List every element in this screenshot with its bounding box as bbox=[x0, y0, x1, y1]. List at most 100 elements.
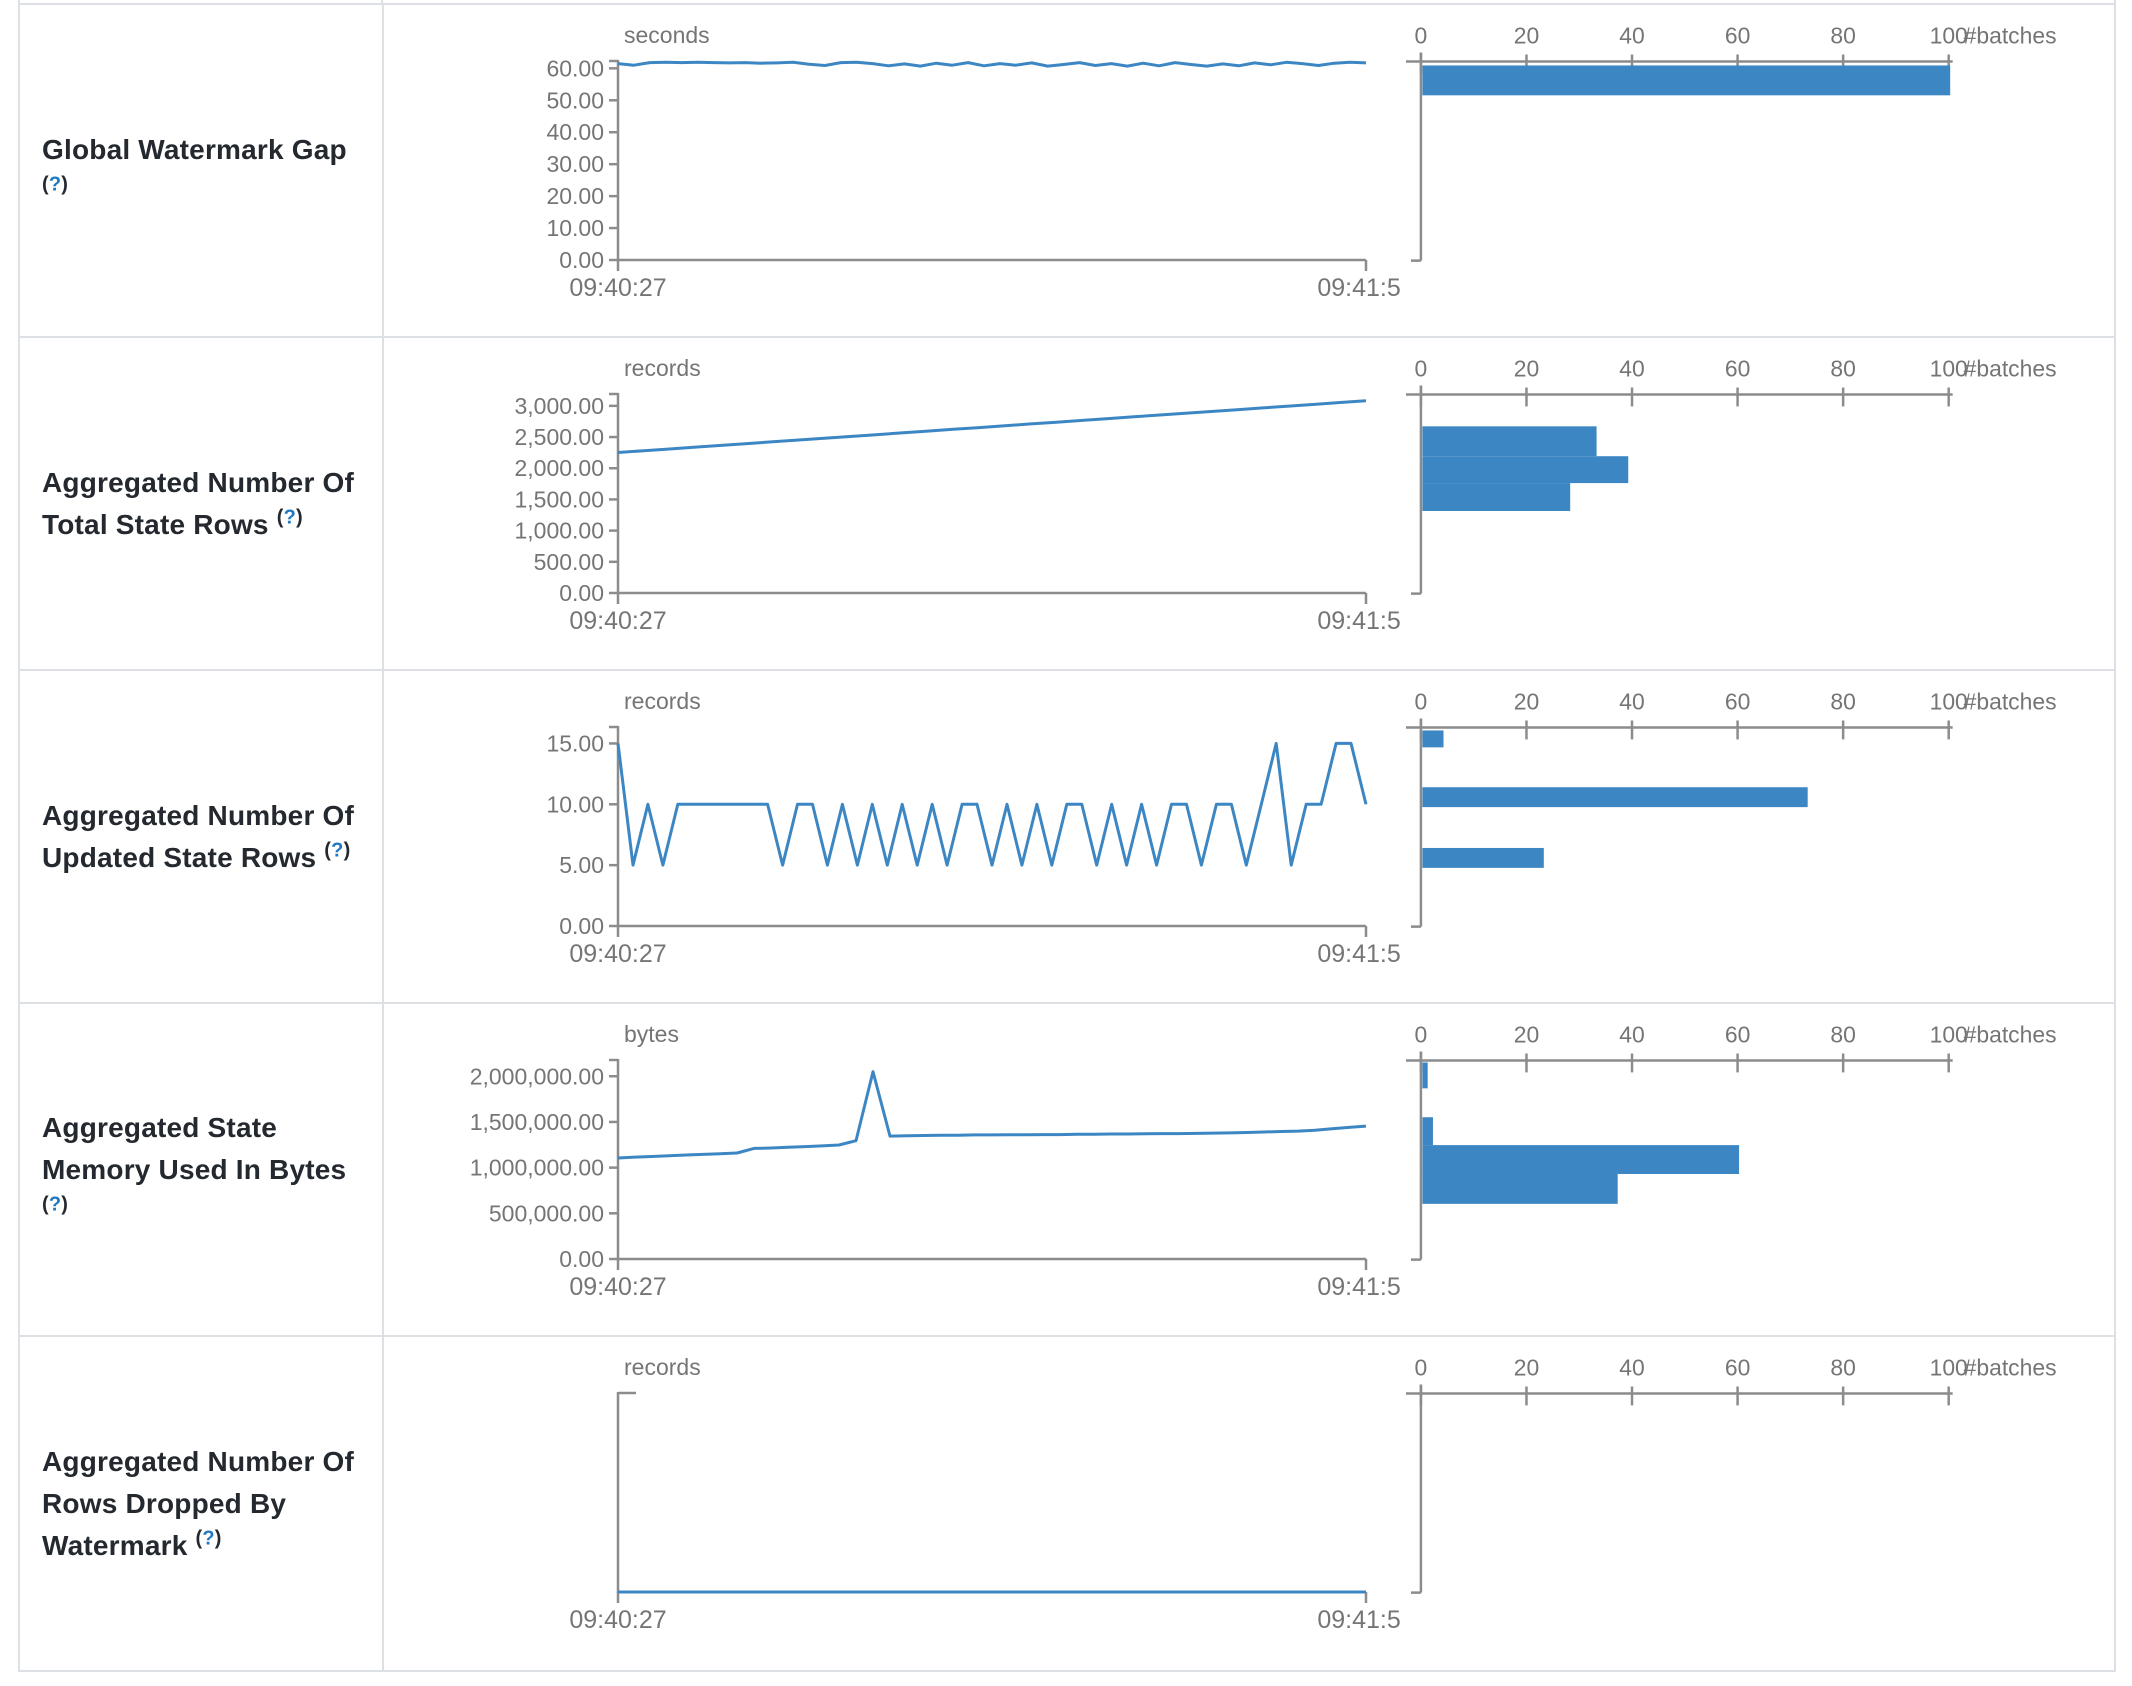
charts-cell: records 09:40:27 09:41:56 0 20 40 60 80 100#bat… bbox=[384, 1337, 2114, 1670]
hist-unit-label: #batches bbox=[1964, 356, 2057, 382]
metric-label-cell: Aggregated Number Of Updated State Rows … bbox=[20, 671, 384, 1002]
histogram-chart-state-memory-used: 0 20 40 60 80 100#batches bbox=[1405, 1022, 2057, 1261]
hist-tick-label: 0 bbox=[1415, 1022, 1428, 1048]
hist-tick-label: 80 bbox=[1830, 689, 1855, 715]
charts-cell: records 3,000.00 2,500.00 2,000.00 1,500.00 1… bbox=[384, 338, 2114, 669]
hist-tick-label: 100 bbox=[1930, 1355, 1968, 1381]
y-tick-label: 2,000,000.00 bbox=[470, 1063, 604, 1089]
histogram-chart-global-watermark-gap: 0 20 40 60 80 100#batches bbox=[1405, 23, 2057, 262]
timeline-chart-total-state-rows: records 3,000.00 2,500.00 2,000.00 1,500.00 1… bbox=[514, 355, 1401, 635]
hist-bar bbox=[1422, 426, 1597, 457]
help-tooltip[interactable]: (?) bbox=[277, 506, 303, 528]
charts-cell: bytes 2,000,000.00 1,500,000.00 1,000,000.0… bbox=[384, 1004, 2114, 1335]
metric-label-text: Aggregated Number Of Total State Rows bbox=[42, 466, 355, 540]
streaming-metrics-table: Global Watermark Gap (?) seconds 60.00 50.… bbox=[18, 3, 2116, 1672]
y-tick-label: 0.00 bbox=[559, 580, 604, 606]
hist-tick-label: 80 bbox=[1830, 1022, 1855, 1048]
unit-label: records bbox=[624, 1354, 701, 1380]
y-tick-label: 1,000,000.00 bbox=[470, 1155, 604, 1181]
hist-tick-label: 0 bbox=[1415, 689, 1428, 715]
hist-bar bbox=[1422, 787, 1808, 808]
metric-label-cell: Aggregated Number Of Rows Dropped By Wat… bbox=[20, 1337, 384, 1670]
series-line bbox=[616, 741, 1368, 867]
histogram-chart-total-state-rows: 0 20 40 60 80 100#batches bbox=[1405, 356, 2057, 595]
hist-unit-label: #batches bbox=[1964, 23, 2057, 49]
y-tick-label: 2,500.00 bbox=[514, 424, 604, 450]
help-paren-close: ) bbox=[214, 1527, 222, 1550]
series-line bbox=[617, 60, 1367, 68]
hist-tick-label: 100 bbox=[1930, 1022, 1968, 1048]
help-question-icon: ? bbox=[202, 1527, 215, 1550]
help-paren-close: ) bbox=[296, 506, 303, 529]
hist-unit-label: #batches bbox=[1964, 689, 2057, 715]
y-tick-label: 0.00 bbox=[559, 1246, 604, 1272]
y-tick-label: 10.00 bbox=[546, 215, 604, 241]
help-paren-open: ( bbox=[195, 1527, 203, 1550]
hist-tick-label: 0 bbox=[1415, 356, 1428, 382]
unit-label: records bbox=[624, 688, 701, 714]
metric-label: Global Watermark Gap (?) bbox=[42, 129, 360, 213]
time-label-end: 09:41:56 bbox=[1317, 1273, 1401, 1301]
help-question-icon: ? bbox=[48, 1193, 62, 1216]
metric-label: Aggregated State Memory Used In Bytes (?… bbox=[42, 1107, 360, 1233]
hist-tick-label: 0 bbox=[1415, 1355, 1428, 1381]
hist-bar bbox=[1422, 1145, 1740, 1174]
hist-tick-label: 60 bbox=[1725, 356, 1750, 382]
y-tick-label: 500.00 bbox=[534, 549, 604, 575]
y-tick-label: 3,000.00 bbox=[514, 393, 604, 419]
help-paren-open: ( bbox=[276, 506, 284, 529]
time-label-start: 09:40:27 bbox=[569, 1606, 666, 1634]
timeline-chart-state-memory-used: bytes 2,000,000.00 1,500,000.00 1,000,000.0… bbox=[470, 1021, 1401, 1301]
y-tick-label: 1,000.00 bbox=[514, 518, 604, 544]
help-paren-close: ) bbox=[61, 173, 69, 196]
time-label-end: 09:41:56 bbox=[1317, 607, 1401, 635]
table-top-edge-middle bbox=[381, 0, 383, 3]
help-paren-close: ) bbox=[61, 1193, 69, 1216]
timeline-chart-global-watermark-gap: seconds 60.00 50.00 40.00 30.00 20.00 10.00 0.0… bbox=[546, 22, 1401, 302]
histogram-chart-rows-dropped-by-watermark: 0 20 40 60 80 100#batches bbox=[1405, 1355, 2057, 1594]
help-paren-open: ( bbox=[42, 1193, 49, 1216]
time-label-start: 09:40:27 bbox=[569, 1273, 666, 1301]
hist-tick-label: 60 bbox=[1725, 23, 1750, 49]
metric-label-text: Aggregated Number Of Updated State Rows bbox=[42, 799, 355, 873]
unit-label: bytes bbox=[624, 1021, 679, 1047]
hist-tick-label: 20 bbox=[1514, 1355, 1539, 1381]
y-tick-label: 0.00 bbox=[559, 913, 604, 939]
help-tooltip[interactable]: (?) bbox=[195, 1527, 221, 1549]
table-row: Global Watermark Gap (?) seconds 60.00 50.… bbox=[20, 5, 2114, 338]
hist-tick-label: 20 bbox=[1514, 23, 1539, 49]
help-tooltip[interactable]: (?) bbox=[324, 839, 350, 861]
hist-tick-label: 0 bbox=[1415, 23, 1428, 49]
table-top-edge-left bbox=[18, 0, 20, 3]
hist-tick-label: 40 bbox=[1619, 1022, 1644, 1048]
y-tick-label: 500,000.00 bbox=[489, 1200, 604, 1226]
hist-tick-label: 60 bbox=[1725, 689, 1750, 715]
hist-tick-label: 60 bbox=[1725, 1022, 1750, 1048]
table-row: Aggregated Number Of Updated State Rows … bbox=[20, 671, 2114, 1004]
time-label-end: 09:41:56 bbox=[1317, 274, 1401, 302]
hist-tick-label: 80 bbox=[1830, 1355, 1855, 1381]
charts-cell: seconds 60.00 50.00 40.00 30.00 20.00 10.00 0.0… bbox=[384, 5, 2114, 336]
hist-bar bbox=[1422, 456, 1629, 484]
hist-tick-label: 100 bbox=[1930, 23, 1968, 49]
hist-tick-label: 100 bbox=[1930, 689, 1968, 715]
y-tick-label: 5.00 bbox=[559, 852, 604, 878]
y-tick-label: 1,500,000.00 bbox=[470, 1109, 604, 1135]
time-label-end: 09:41:56 bbox=[1317, 1606, 1401, 1634]
y-tick-label: 60.00 bbox=[546, 55, 604, 81]
help-tooltip[interactable]: (?) bbox=[42, 1193, 68, 1215]
hist-tick-label: 40 bbox=[1619, 689, 1644, 715]
metric-label: Aggregated Number Of Total State Rows (?… bbox=[42, 462, 360, 546]
y-tick-label: 15.00 bbox=[546, 730, 604, 756]
help-question-icon: ? bbox=[283, 506, 296, 529]
hist-bar bbox=[1422, 483, 1571, 511]
hist-unit-label: #batches bbox=[1964, 1022, 2057, 1048]
help-tooltip[interactable]: (?) bbox=[42, 173, 68, 195]
hist-tick-label: 60 bbox=[1725, 1355, 1750, 1381]
y-tick-label: 2,000.00 bbox=[514, 455, 604, 481]
metric-label: Aggregated Number Of Rows Dropped By Wat… bbox=[42, 1441, 360, 1567]
y-tick-label: 10.00 bbox=[546, 791, 604, 817]
table-top-edge-right bbox=[2114, 0, 2116, 3]
hist-bar bbox=[1422, 1062, 1428, 1089]
